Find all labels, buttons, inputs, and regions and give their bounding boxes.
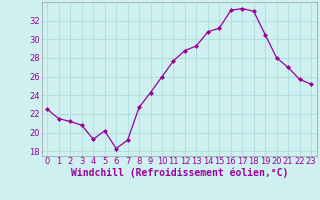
- X-axis label: Windchill (Refroidissement éolien,°C): Windchill (Refroidissement éolien,°C): [70, 168, 288, 178]
